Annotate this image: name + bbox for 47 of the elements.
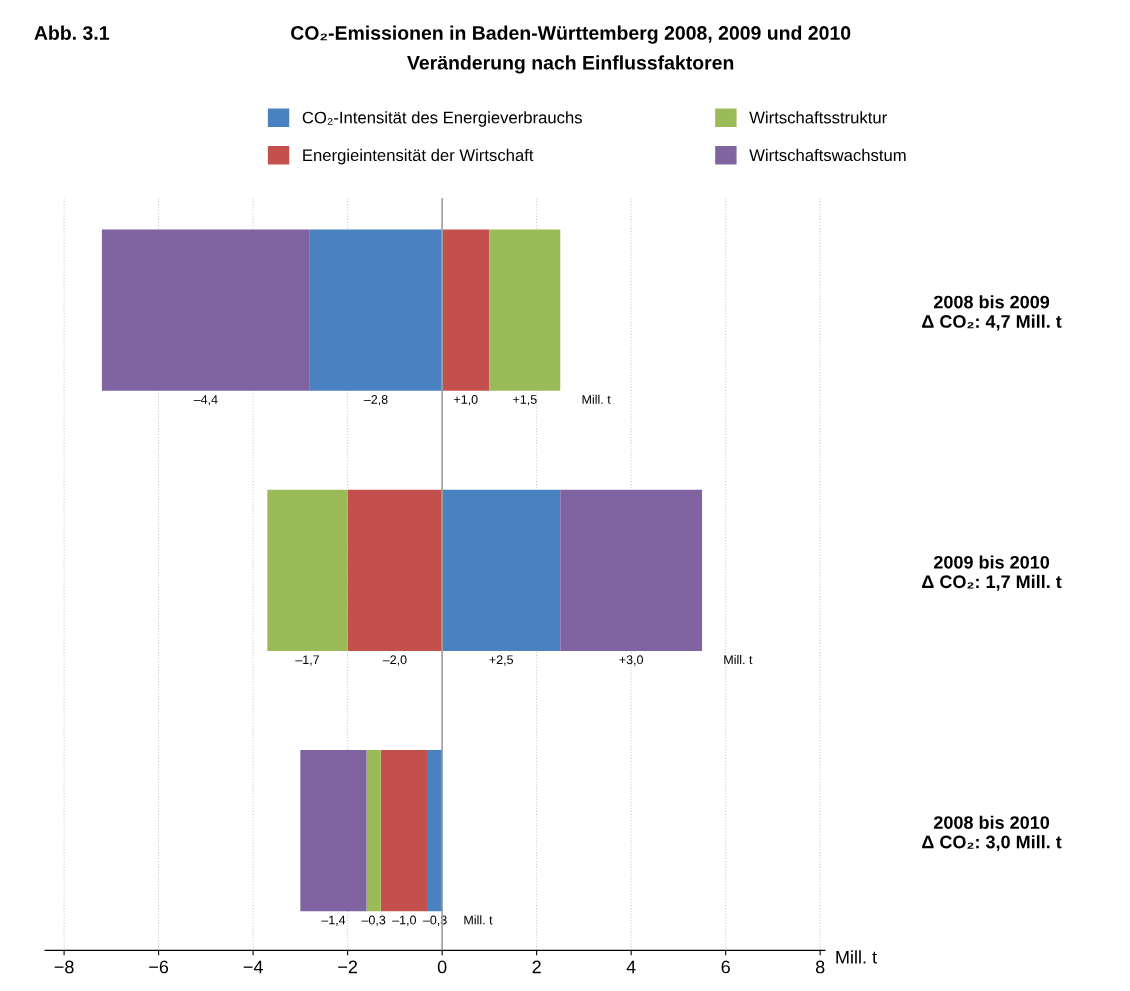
bar [560, 489, 703, 652]
x-tick-label: 0 [437, 960, 447, 974]
data-label: –2,8 [363, 395, 388, 406]
chart-title: CO₂-Emissionen in Baden-Württemberg 2008, 2009 und 2010 [291, 25, 851, 44]
x-tick-label: −8 [54, 960, 74, 974]
data-label: –4,4 [193, 395, 218, 406]
y-tick-label: 2008 bis 2010 Δ CO₂: 3,0 Mill. t [922, 815, 1062, 852]
bar [101, 229, 310, 391]
x-tick-label: 8 [815, 960, 825, 974]
x-tick-label: −4 [243, 960, 263, 974]
x-axis-title: Mill. t [836, 950, 877, 964]
data-label: +2,5 [489, 655, 514, 666]
annotation: Mill. t [582, 394, 611, 404]
bar [347, 489, 443, 652]
bar [442, 489, 561, 652]
x-tick-label: −2 [338, 960, 358, 974]
data-label: –1,0 [392, 915, 417, 926]
caption: Abb. 3.1 [34, 25, 109, 40]
x-tick-label: 6 [721, 960, 730, 974]
annotation: Mill. t [724, 654, 753, 665]
legend-label: Wirtschaftswachstum [749, 148, 906, 162]
bar [309, 229, 443, 391]
bar [442, 229, 490, 391]
x-tick-label: 2 [532, 960, 541, 974]
legend-label: Wirtschaftsstruktur [749, 111, 887, 124]
data-label: –1,7 [295, 655, 319, 666]
bar [427, 749, 443, 912]
legend-label: CO₂-Intensität des Energieverbrauchs [302, 111, 582, 127]
x-tick-label: 4 [626, 960, 636, 974]
data-label: –0,3 [361, 915, 386, 926]
data-label: –1,4 [321, 915, 346, 926]
chart-subtitle: Veränderung nach Einflussfaktoren [407, 55, 734, 74]
bar [489, 229, 561, 391]
bar [267, 489, 348, 652]
y-tick-label: 2009 bis 2010 Δ CO₂: 1,7 Mill. t [922, 555, 1062, 591]
bar [366, 749, 381, 912]
bar [380, 749, 428, 912]
y-tick-label: 2008 bis 2009 Δ CO₂: 4,7 Mill. t [922, 295, 1062, 331]
data-label: +1,5 [513, 395, 537, 406]
data-label: –2,0 [382, 655, 407, 666]
data-label: –0,3 [422, 915, 447, 926]
bar [300, 749, 367, 912]
x-tick-label: −6 [149, 960, 169, 974]
legend-label: Energieintensität der Wirtschaft [303, 148, 534, 165]
data-label: +3,0 [619, 655, 644, 666]
annotation: Mill. t [464, 915, 493, 925]
data-label: +1,0 [454, 395, 478, 406]
